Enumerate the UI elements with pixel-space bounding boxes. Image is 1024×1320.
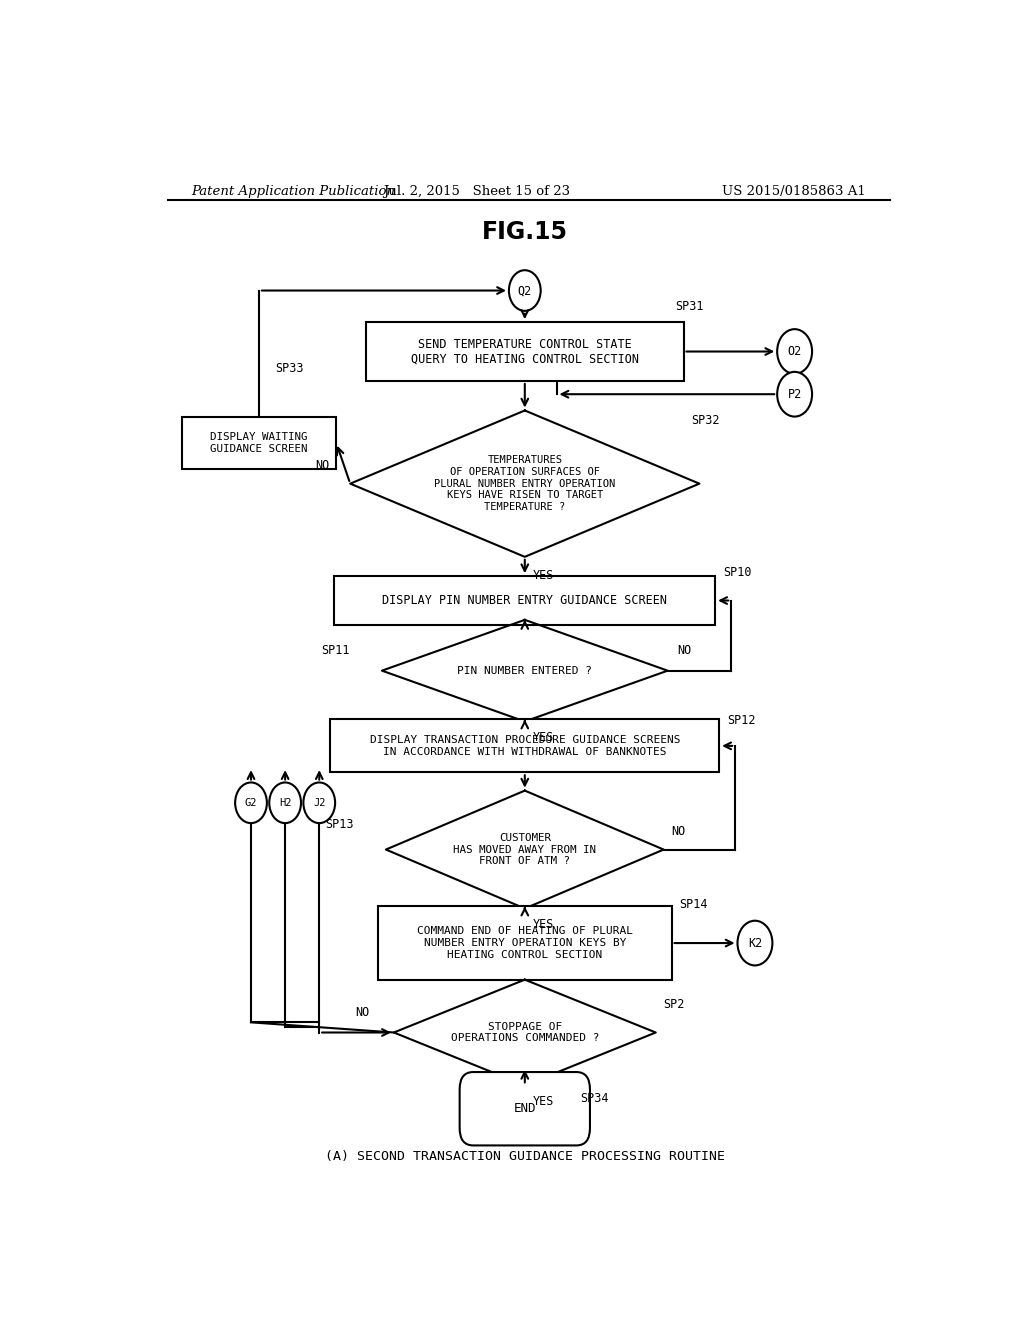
Text: SP13: SP13 (326, 817, 354, 830)
Text: K2: K2 (748, 937, 762, 949)
Text: PIN NUMBER ENTERED ?: PIN NUMBER ENTERED ? (458, 665, 592, 676)
Text: Jul. 2, 2015   Sheet 15 of 23: Jul. 2, 2015 Sheet 15 of 23 (384, 185, 570, 198)
Text: DISPLAY TRANSACTION PROCEDURE GUIDANCE SCREENS
IN ACCORDANCE WITH WITHDRAWAL OF : DISPLAY TRANSACTION PROCEDURE GUIDANCE S… (370, 735, 680, 756)
Text: SP11: SP11 (322, 644, 350, 657)
Text: NO: NO (677, 644, 691, 657)
Text: DISPLAY WAITING
GUIDANCE SCREEN: DISPLAY WAITING GUIDANCE SCREEN (210, 432, 307, 454)
Text: SP12: SP12 (727, 714, 756, 727)
Circle shape (737, 921, 772, 965)
Circle shape (303, 783, 335, 824)
Text: SP14: SP14 (680, 898, 708, 911)
Text: O2: O2 (787, 345, 802, 358)
Text: (A) SECOND TRANSACTION GUIDANCE PROCESSING ROUTINE: (A) SECOND TRANSACTION GUIDANCE PROCESSI… (325, 1150, 725, 1163)
Text: STOPPAGE OF
OPERATIONS COMMANDED ?: STOPPAGE OF OPERATIONS COMMANDED ? (451, 1022, 599, 1043)
Text: YES: YES (532, 731, 554, 744)
FancyBboxPatch shape (334, 576, 715, 624)
Text: SP2: SP2 (664, 998, 685, 1011)
Circle shape (269, 783, 301, 824)
Text: END: END (514, 1102, 536, 1115)
Text: SEND TEMPERATURE CONTROL STATE
QUERY TO HEATING CONTROL SECTION: SEND TEMPERATURE CONTROL STATE QUERY TO … (411, 338, 639, 366)
FancyBboxPatch shape (367, 322, 684, 381)
Text: COMMAND END OF HEATING OF PLURAL
NUMBER ENTRY OPERATION KEYS BY
HEATING CONTROL : COMMAND END OF HEATING OF PLURAL NUMBER … (417, 927, 633, 960)
Text: YES: YES (532, 919, 554, 932)
Text: NO: NO (672, 825, 686, 838)
Text: Q2: Q2 (518, 284, 531, 297)
Text: H2: H2 (279, 797, 292, 808)
Text: DISPLAY PIN NUMBER ENTRY GUIDANCE SCREEN: DISPLAY PIN NUMBER ENTRY GUIDANCE SCREEN (382, 594, 668, 607)
Text: YES: YES (532, 569, 554, 582)
Text: SP34: SP34 (581, 1092, 609, 1105)
Text: SP10: SP10 (723, 565, 752, 578)
Text: SP32: SP32 (691, 414, 720, 428)
Text: SP31: SP31 (676, 300, 705, 313)
FancyBboxPatch shape (378, 907, 672, 979)
Circle shape (509, 271, 541, 312)
Text: US 2015/0185863 A1: US 2015/0185863 A1 (722, 185, 866, 198)
Text: SP33: SP33 (274, 362, 303, 375)
Text: CUSTOMER
HAS MOVED AWAY FROM IN
FRONT OF ATM ?: CUSTOMER HAS MOVED AWAY FROM IN FRONT OF… (454, 833, 596, 866)
Text: Patent Application Publication: Patent Application Publication (191, 185, 395, 198)
Text: J2: J2 (313, 797, 326, 808)
Text: FIG.15: FIG.15 (482, 219, 567, 244)
FancyBboxPatch shape (181, 417, 336, 470)
Text: NO: NO (315, 459, 330, 471)
Text: G2: G2 (245, 797, 257, 808)
Circle shape (777, 329, 812, 374)
Circle shape (236, 783, 267, 824)
Text: NO: NO (355, 1006, 370, 1019)
Text: TEMPERATURES
OF OPERATION SURFACES OF
PLURAL NUMBER ENTRY OPERATION
KEYS HAVE RI: TEMPERATURES OF OPERATION SURFACES OF PL… (434, 455, 615, 512)
Text: YES: YES (532, 1096, 554, 1107)
Circle shape (777, 372, 812, 417)
Text: P2: P2 (787, 388, 802, 401)
FancyBboxPatch shape (331, 719, 719, 772)
FancyBboxPatch shape (460, 1072, 590, 1146)
